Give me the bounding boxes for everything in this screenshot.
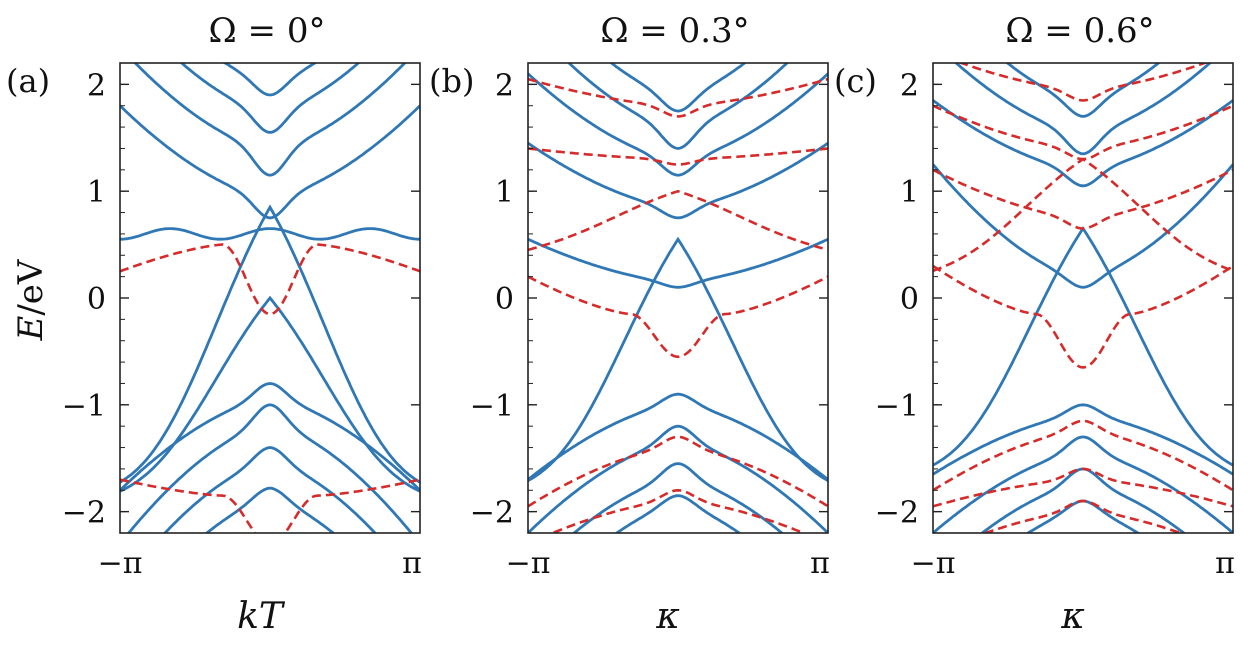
y-tick-label: 0 (900, 282, 919, 317)
y-tick-label: −2 (875, 496, 919, 531)
y-tick-label: −2 (470, 496, 514, 531)
series-line-12 (933, 168, 1233, 230)
series-line-15 (933, 419, 1233, 492)
y-axis-label: E/eV (11, 258, 51, 341)
panel-label: (b) (429, 62, 474, 100)
x-axis-label: kT (237, 596, 286, 637)
series-line-8 (120, 382, 420, 492)
panels: −2 −1 0 1 2 −π π Ω = 0° kT (a) −2 −1 0 1 2 −π π Ω = 0.3° κ… (6, 11, 1235, 637)
series-line-4 (954, 63, 1212, 156)
y-tick-label: 2 (87, 68, 106, 103)
series-line-3 (120, 227, 420, 241)
series-line-5 (133, 63, 407, 177)
x-tick-label-right: π (1215, 546, 1235, 581)
series-line-15 (528, 435, 828, 508)
panel-label: (a) (6, 62, 50, 100)
series-line-11 (204, 486, 336, 533)
y-tick-label: 2 (900, 68, 919, 103)
series-line-8 (528, 424, 828, 533)
series-line-1 (120, 295, 420, 493)
series-line-4 (120, 104, 420, 220)
x-tick-label-right: π (810, 546, 830, 581)
series-group (933, 63, 1233, 533)
panel-2: −2 −1 0 1 2 −π π Ω = 0.3° κ (b) (429, 11, 830, 637)
panel-title: Ω = 0.6° (1005, 11, 1154, 51)
series-line-16 (549, 488, 807, 533)
series-line-6 (933, 403, 1233, 476)
x-tick-label-left: −π (911, 546, 956, 581)
series-line-7 (222, 63, 318, 97)
series-line-11 (933, 264, 1233, 369)
series-line-2 (120, 204, 420, 484)
series-line-13 (120, 478, 420, 533)
series-line-11 (528, 189, 828, 252)
series-line-6 (179, 63, 361, 134)
series-line-3 (528, 141, 828, 220)
panel-3: −2 −1 0 1 2 −π π Ω = 0.6° κ (c) (834, 11, 1235, 637)
panel-label: (c) (834, 62, 877, 100)
series-line-12 (120, 243, 420, 316)
series-line-10 (163, 446, 377, 533)
series-line-9 (126, 403, 414, 533)
series-line-14 (957, 63, 1209, 102)
series-line-14 (528, 77, 828, 118)
panel-1: −2 −1 0 1 2 −π π Ω = 0° kT (a) (6, 11, 422, 637)
series-line-5 (566, 63, 790, 150)
y-tick-label: 0 (87, 282, 106, 317)
series-line-2 (933, 163, 1233, 289)
y-tick-label: −1 (470, 389, 514, 424)
series-line-12 (528, 275, 828, 359)
panel-title: Ω = 0° (209, 11, 326, 51)
y-tick-label: 1 (87, 175, 106, 210)
y-tick-label: 1 (495, 175, 514, 210)
x-tick-label-right: π (402, 546, 422, 581)
series-line-13 (528, 147, 828, 166)
series-line-10 (614, 494, 742, 533)
series-line-6 (609, 63, 747, 113)
series-group (120, 63, 420, 533)
x-tick-label-left: −π (506, 546, 551, 581)
series-line-9 (571, 462, 785, 533)
x-axis-label: κ (655, 596, 680, 637)
series-line-1 (933, 226, 1233, 467)
series-line-7 (933, 435, 1233, 533)
series-line-8 (979, 467, 1187, 533)
x-axis-label: κ (1060, 596, 1085, 637)
series-line-7 (528, 392, 828, 481)
y-tick-label: −1 (875, 389, 919, 424)
y-axis-label-unit: /eV (11, 258, 51, 316)
series-line-4 (528, 72, 828, 177)
y-tick-label: 2 (495, 68, 514, 103)
y-tick-label: −1 (62, 389, 106, 424)
series-line-5 (1005, 63, 1161, 118)
series-line-16 (933, 467, 1233, 508)
y-tick-label: −2 (62, 496, 106, 531)
x-tick-label-left: −π (98, 546, 143, 581)
y-axis-label-symbol: E (11, 315, 51, 341)
series-line-17 (981, 499, 1185, 533)
plot-frame (932, 62, 1234, 534)
series-group (528, 63, 828, 533)
panel-title: Ω = 0.3° (600, 11, 749, 51)
series-line-3 (933, 99, 1233, 188)
y-tick-label: 1 (900, 175, 919, 210)
series-line-13 (933, 104, 1233, 161)
series-line-2 (528, 238, 828, 289)
series-line-1 (528, 236, 828, 482)
y-tick-label: 0 (495, 282, 514, 317)
